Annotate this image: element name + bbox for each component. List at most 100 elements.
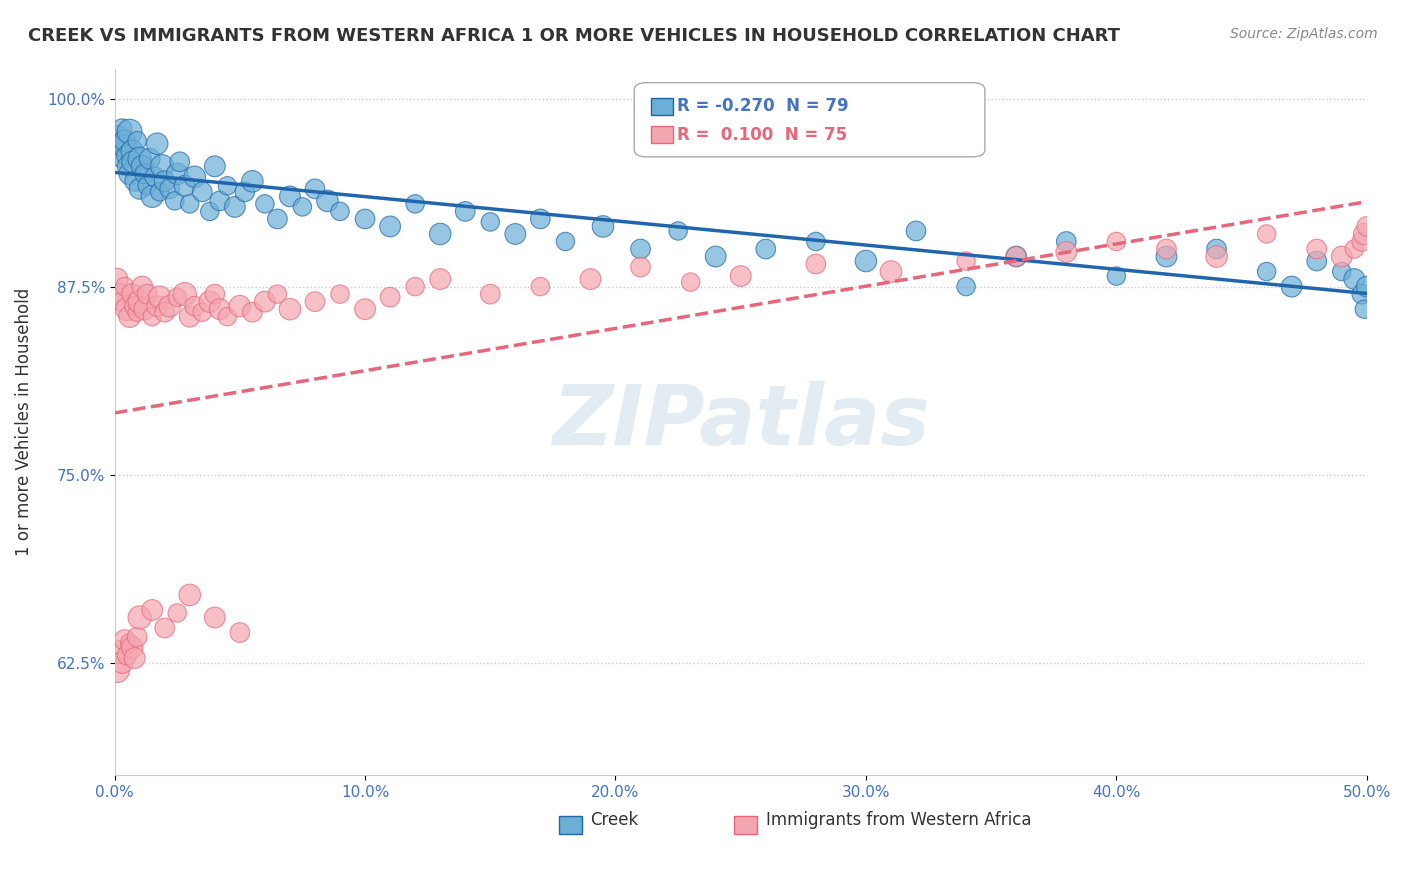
Point: [529, 211, 551, 226]
Point: [1054, 235, 1077, 249]
Point: [128, 152, 150, 166]
Point: [146, 136, 169, 151]
Point: [1105, 268, 1128, 283]
Point: [240, 305, 263, 319]
Point: [278, 302, 301, 317]
Point: [730, 268, 752, 283]
Point: [127, 134, 149, 148]
Text: CREEK VS IMMIGRANTS FROM WESTERN AFRICA 1 OR MORE VEHICLES IN HOUSEHOLD CORRELAT: CREEK VS IMMIGRANTS FROM WESTERN AFRICA …: [28, 27, 1121, 45]
Point: [253, 294, 276, 309]
Text: R = -0.270  N = 79: R = -0.270 N = 79: [664, 98, 835, 116]
Point: [429, 227, 451, 241]
Point: [108, 645, 131, 659]
Point: [115, 149, 138, 163]
Text: Immigrants from Western Africa: Immigrants from Western Africa: [766, 811, 1031, 829]
Point: [229, 299, 252, 313]
Point: [204, 159, 226, 173]
Point: [529, 279, 551, 293]
Point: [108, 287, 131, 301]
Point: [136, 178, 159, 193]
Point: [217, 310, 239, 324]
Point: [166, 290, 188, 304]
Point: [114, 279, 136, 293]
Point: [1355, 219, 1378, 234]
Point: [149, 290, 172, 304]
Point: [378, 290, 401, 304]
Point: [1353, 302, 1375, 317]
Point: [118, 636, 141, 650]
Point: [121, 287, 143, 301]
Point: [114, 134, 136, 148]
Point: [153, 621, 176, 635]
Point: [354, 302, 377, 317]
Point: [127, 630, 149, 644]
Point: [159, 182, 181, 196]
Point: [479, 287, 502, 301]
Point: [1330, 264, 1353, 278]
Point: [1156, 242, 1178, 256]
Text: ZIPatlas: ZIPatlas: [551, 382, 929, 462]
Point: [1306, 242, 1329, 256]
Text: R =  0.100  N = 75: R = 0.100 N = 75: [676, 126, 846, 144]
Point: [105, 129, 128, 144]
Point: [115, 302, 138, 317]
FancyBboxPatch shape: [651, 126, 673, 144]
Point: [266, 211, 288, 226]
Point: [354, 211, 377, 226]
Point: [404, 279, 426, 293]
Point: [118, 125, 141, 139]
Point: [121, 145, 143, 159]
Point: [1005, 250, 1028, 264]
Point: [233, 185, 256, 199]
Point: [1281, 279, 1303, 293]
Point: [316, 194, 339, 208]
Point: [198, 204, 221, 219]
Point: [191, 185, 214, 199]
Point: [880, 264, 903, 278]
Point: [217, 178, 239, 193]
Point: [134, 167, 156, 181]
Point: [554, 235, 576, 249]
Point: [159, 299, 181, 313]
Point: [153, 305, 176, 319]
Point: [128, 182, 150, 196]
Point: [121, 640, 143, 655]
Point: [1105, 235, 1128, 249]
Point: [329, 204, 352, 219]
Text: Source: ZipAtlas.com: Source: ZipAtlas.com: [1230, 27, 1378, 41]
Point: [111, 294, 134, 309]
Point: [121, 154, 143, 169]
Point: [204, 287, 226, 301]
Point: [905, 224, 928, 238]
Point: [208, 194, 231, 208]
Text: R =  0.100  N = 75: R = 0.100 N = 75: [664, 127, 834, 145]
Point: [1355, 279, 1378, 293]
Point: [184, 169, 207, 184]
Point: [179, 197, 201, 211]
Point: [224, 200, 246, 214]
Point: [804, 257, 827, 271]
Point: [127, 305, 149, 319]
FancyBboxPatch shape: [634, 83, 984, 157]
Point: [173, 287, 195, 301]
Point: [1353, 227, 1375, 241]
Point: [429, 272, 451, 286]
Point: [1306, 254, 1329, 268]
Point: [253, 197, 276, 211]
Point: [505, 227, 527, 241]
Point: [304, 182, 326, 196]
Point: [179, 310, 201, 324]
Point: [304, 294, 326, 309]
Point: [955, 254, 977, 268]
Point: [114, 633, 136, 648]
Point: [454, 204, 477, 219]
Point: [166, 606, 188, 620]
Point: [184, 299, 207, 313]
Point: [131, 279, 153, 293]
FancyBboxPatch shape: [560, 816, 582, 834]
Point: [204, 610, 226, 624]
Point: [150, 159, 173, 173]
Point: [198, 294, 221, 309]
Point: [704, 250, 727, 264]
Point: [149, 185, 172, 199]
